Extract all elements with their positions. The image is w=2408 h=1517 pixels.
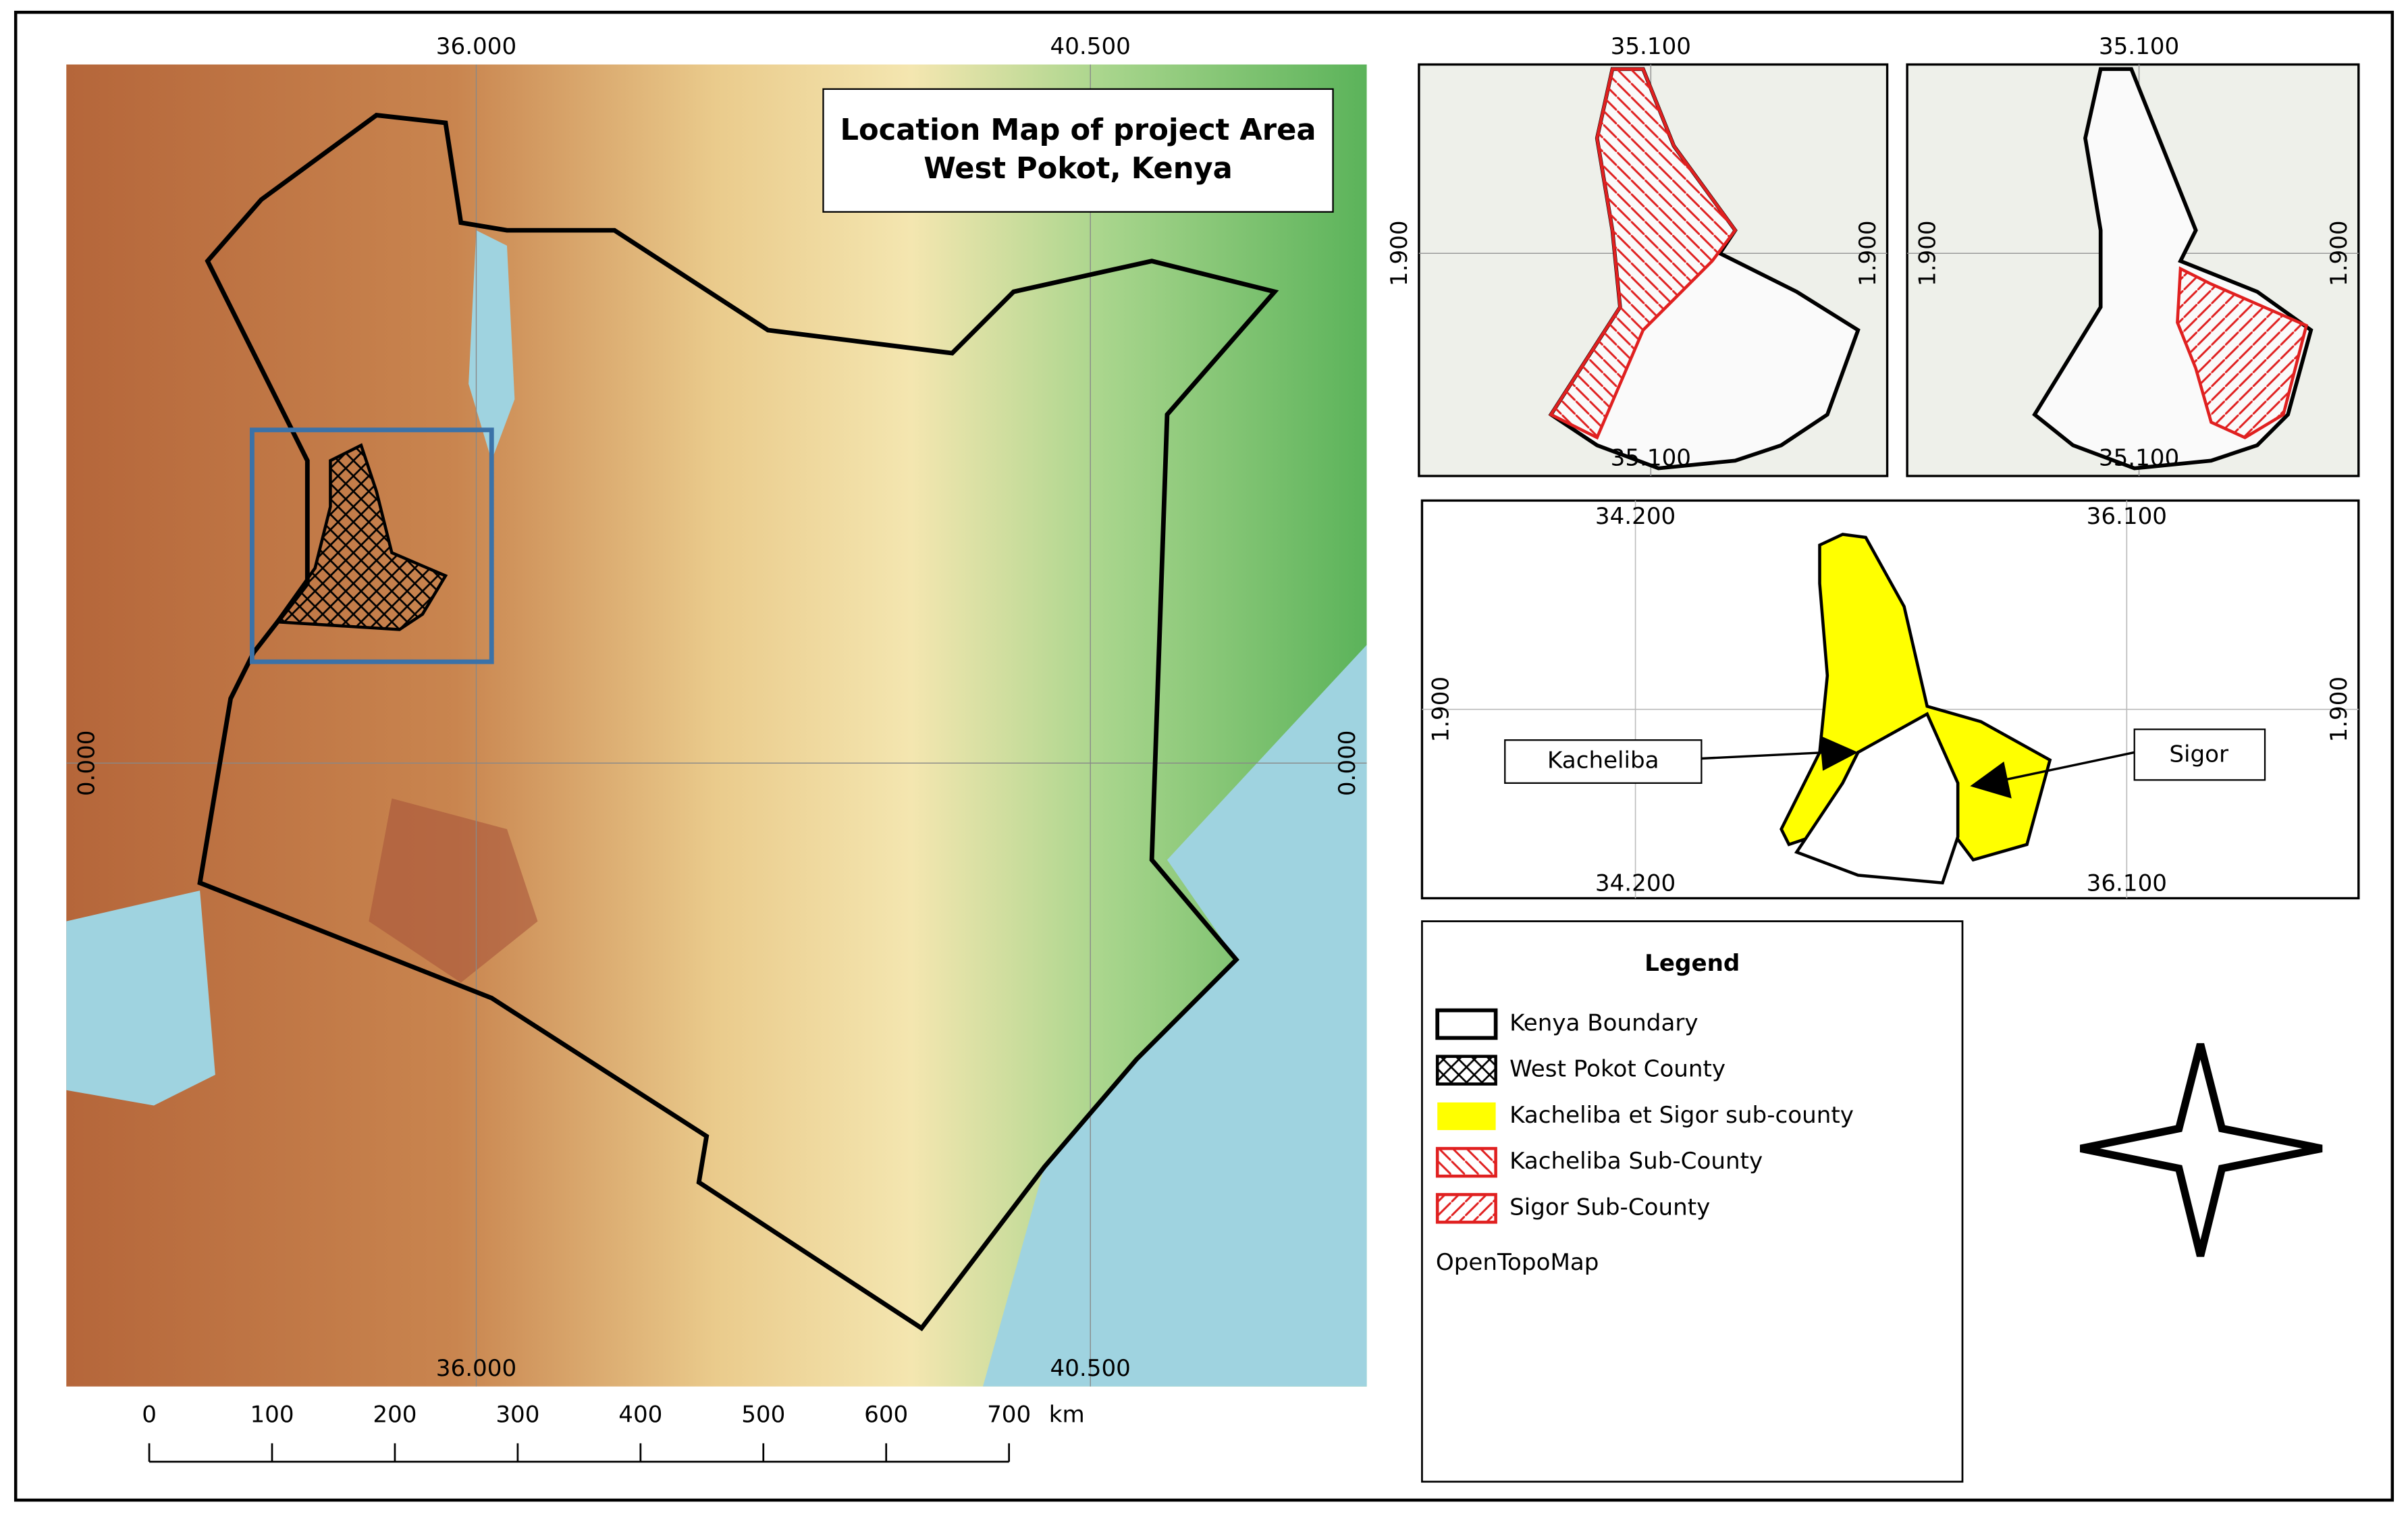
scale-unit: km [1049, 1401, 1085, 1428]
legend-label: Kacheliba et Sigor sub-county [1509, 1102, 1854, 1129]
grid-label: 1.900 [1914, 220, 1941, 286]
scale-label: 500 [741, 1401, 785, 1428]
grid-label: 36.100 [2087, 870, 2167, 897]
focus-box [250, 427, 494, 664]
grid-label: 1.900 [2326, 220, 2353, 286]
legend-label: Kacheliba Sub-County [1509, 1148, 1763, 1175]
label-box [1504, 739, 1703, 784]
grid-label: 1.900 [1428, 676, 1455, 743]
grid-label: 40.500 [1050, 1355, 1131, 1382]
arrow-head [1970, 762, 2012, 799]
grid-label: 35.100 [2099, 445, 2179, 472]
legend-swatch [1437, 1102, 1496, 1130]
grid-label: 35.100 [1611, 445, 1691, 472]
grid-label: 35.100 [2099, 33, 2179, 60]
grid-label: 34.200 [1595, 870, 1676, 897]
grid-label: 34.200 [1595, 503, 1676, 530]
legend-swatch [1435, 1193, 1497, 1224]
legend [1421, 920, 1964, 1483]
sigor-area [2176, 266, 2309, 440]
grid-label: 0.000 [74, 730, 101, 796]
legend-swatch [1435, 1008, 1498, 1040]
grid-label: 40.500 [1050, 33, 1131, 60]
legend-swatch [1435, 1055, 1497, 1086]
other-subcounty [1794, 712, 1960, 885]
lake-turkana [469, 230, 515, 461]
scale-label: 200 [373, 1401, 417, 1428]
ocean [983, 645, 1367, 1387]
kacheliba-area [1549, 68, 1738, 440]
legend-label: Sigor Sub-County [1509, 1194, 1710, 1221]
scale-label: 400 [618, 1401, 662, 1428]
arrow-head [1819, 735, 1858, 771]
lake-victoria [66, 890, 215, 1106]
grid-label: 36.100 [2087, 503, 2167, 530]
scale-label: 300 [496, 1401, 539, 1428]
highlands [369, 798, 538, 983]
legend-title: Legend [1644, 950, 1740, 977]
grid-label: 36.000 [436, 1355, 516, 1382]
scale-label: 600 [864, 1401, 908, 1428]
label-box [2133, 728, 2266, 781]
legend-label: Kenya Boundary [1509, 1009, 1698, 1036]
scale-bar: 0 100 200 300 400 500 600 700 km [142, 1401, 1085, 1463]
kenya-boundary [197, 113, 1279, 1331]
grid-label: 1.900 [1386, 220, 1413, 286]
compass [2079, 1043, 2323, 1257]
place-label: Sigor [2169, 741, 2229, 768]
title-box [822, 88, 1334, 213]
map-title: Location Map of project Area [840, 113, 1316, 147]
scale-label: 700 [987, 1401, 1031, 1428]
grid-label: 1.900 [1854, 220, 1881, 286]
map-subtitle: West Pokot, Kenya [924, 152, 1233, 186]
grid-label: 1.900 [2326, 676, 2353, 743]
arrow [1701, 751, 1827, 760]
place-label: Kacheliba [1547, 747, 1659, 774]
scale-label: 100 [250, 1401, 294, 1428]
scale-label: 0 [142, 1401, 157, 1428]
west-pokot-county [273, 443, 448, 631]
grid-label: 35.100 [1611, 33, 1691, 60]
legend-label: West Pokot County [1509, 1056, 1725, 1083]
grid-label: 36.000 [436, 33, 516, 60]
arrow [2004, 751, 2135, 782]
grid-label: 0.000 [1334, 730, 1361, 796]
map-source: OpenTopoMap [1436, 1249, 1599, 1276]
legend-swatch [1435, 1146, 1497, 1178]
